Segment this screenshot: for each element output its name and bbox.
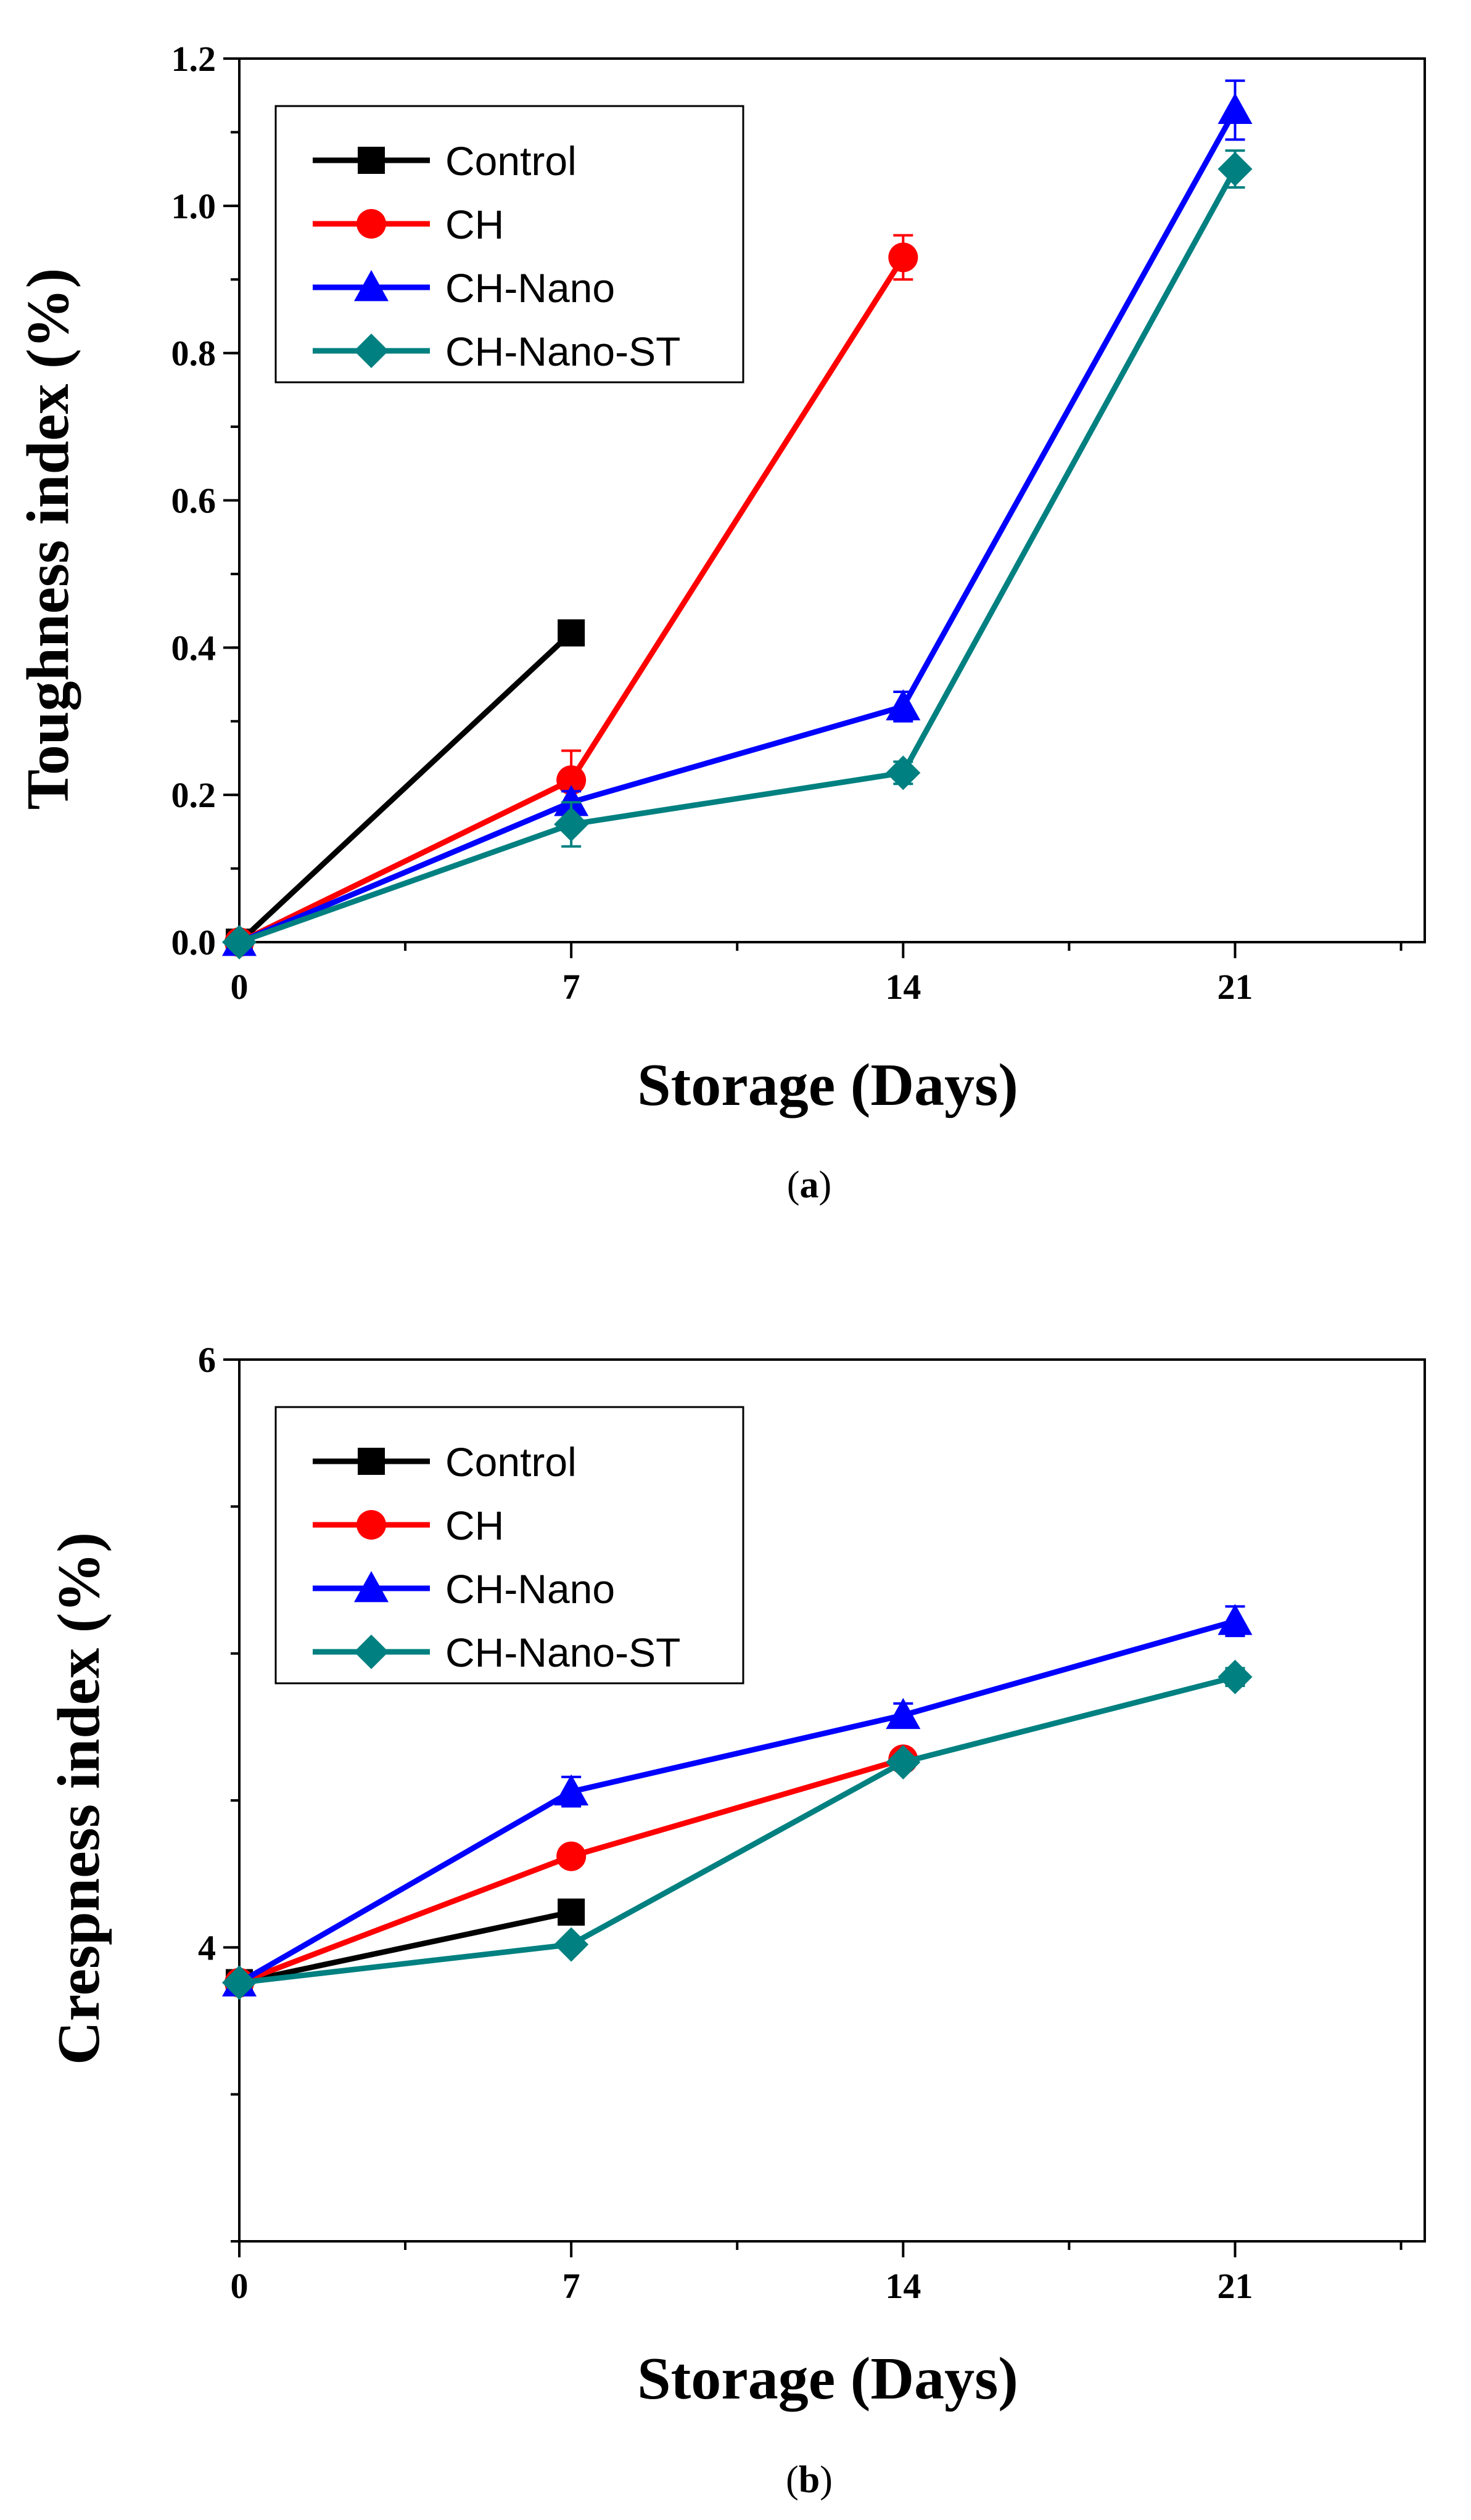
y-tick-label: 0.2 (171, 775, 216, 815)
x-axis-title: Storage (Days) (637, 1052, 1018, 1118)
legend-marker (354, 1635, 389, 1669)
x-tick-label: 0 (231, 2266, 249, 2306)
legend-marker (354, 270, 389, 302)
legend-marker (358, 1448, 385, 1475)
x-tick-label: 7 (562, 2266, 580, 2306)
chart-panel-a: Toughness index (%) Storage (Days) (a) 0… (15, 39, 1426, 1206)
legend-box (274, 105, 744, 384)
legend-marker (356, 1510, 386, 1540)
data-point (1218, 1604, 1253, 1635)
y-tick-label: 1.2 (171, 39, 216, 79)
panel-label-a: (a) (787, 1164, 831, 1206)
series-line (238, 167, 1238, 945)
legend-item: CH-Nano-ST (313, 1630, 680, 1675)
chart-panel-b: Crespness index (%) Storage (Days) (b) 4… (46, 1340, 1426, 2501)
legend-item: CH-Nano (313, 265, 615, 311)
y-tick-label: 6 (198, 1340, 216, 1380)
data-point (554, 1927, 589, 1962)
legend-item: CH-Nano-ST (313, 329, 680, 374)
legend-item: CH (313, 1503, 504, 1548)
data-point (222, 1965, 257, 2000)
legend-label: CH-Nano (445, 1566, 615, 1612)
legend-box (274, 1406, 744, 1685)
data-point (222, 925, 257, 959)
x-axis-title: Storage (Days) (637, 2346, 1018, 2412)
legend-marker (358, 147, 385, 174)
legend-item: CH (313, 202, 504, 247)
legend-label: CH (445, 1503, 504, 1548)
data-point (558, 619, 585, 647)
legend-marker (354, 334, 389, 368)
x-tick-label: 14 (885, 967, 921, 1007)
series-line (239, 1909, 572, 1985)
legend-label: Control (445, 1439, 577, 1485)
y-axis-title: Toughness index (%) (15, 268, 81, 810)
data-point (554, 806, 589, 842)
legend-item: Control (313, 138, 577, 184)
y-tick-label: 0.0 (171, 922, 216, 962)
series-line (239, 1674, 1236, 1986)
legend-item: CH-Nano (313, 1566, 615, 1612)
data-point (886, 1745, 921, 1780)
legend: Control CH CH-Nano CH-Nano-ST (274, 105, 744, 384)
data-point (888, 242, 918, 273)
data-point (1218, 152, 1253, 187)
y-axis-title: Crespness index (%) (46, 1532, 112, 2065)
legend-label: CH (445, 202, 504, 247)
legend-label: Control (445, 138, 577, 184)
data-point (1218, 92, 1253, 124)
legend-item: Control (313, 1439, 577, 1485)
series-control (226, 619, 585, 956)
series-line (238, 109, 1238, 945)
legend: Control CH CH-Nano CH-Nano-ST (274, 1406, 744, 1685)
x-tick-label: 7 (562, 967, 580, 1007)
x-tick-label: 21 (1217, 2266, 1253, 2306)
data-point (554, 1774, 589, 1806)
x-tick-label: 21 (1217, 967, 1253, 1007)
y-tick-label: 1.0 (171, 186, 216, 226)
legend-label: CH-Nano-ST (445, 329, 680, 374)
legend-label: CH-Nano-ST (445, 1630, 680, 1675)
series-ch-nano-st (222, 1659, 1253, 2000)
data-point (554, 785, 589, 816)
data-point (556, 1841, 587, 1871)
x-tick-label: 14 (885, 2266, 921, 2306)
series-line (237, 631, 574, 945)
data-point (886, 1697, 921, 1730)
data-point (556, 765, 587, 795)
data-point (886, 755, 921, 790)
legend-label: CH-Nano (445, 265, 615, 311)
legend-marker (354, 1571, 389, 1603)
panel-label-b: (b) (786, 2459, 833, 2501)
y-tick-label: 0.4 (171, 628, 216, 668)
legend-marker (356, 209, 386, 239)
y-tick-label: 0.8 (171, 334, 216, 374)
data-point (1218, 1659, 1253, 1694)
series-ch-nano-st (222, 149, 1253, 959)
y-tick-label: 4 (198, 1927, 216, 1968)
y-tick-label: 0.6 (171, 481, 216, 521)
series-line (237, 1618, 1236, 1985)
series-ch (225, 234, 918, 957)
x-tick-label: 0 (231, 967, 249, 1007)
data-point (886, 689, 921, 721)
data-point (558, 1898, 585, 1926)
